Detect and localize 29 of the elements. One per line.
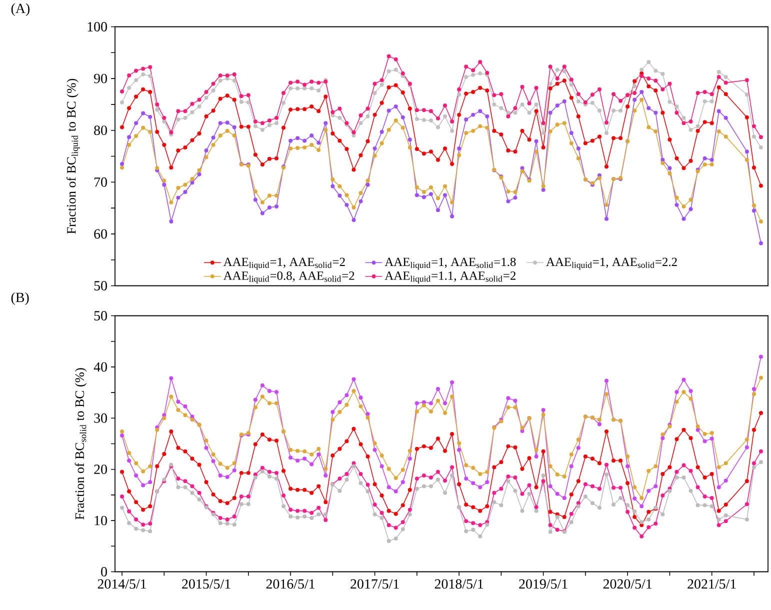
legend-label: AAE$_{liquid}$=0.8, AAE$_{solid}$=2 bbox=[223, 272, 354, 284]
y-axis-title: Fraction of BC$_{solid}$ to BC (%) bbox=[74, 368, 87, 520]
x-tick-label: 2018/5/1 bbox=[434, 579, 484, 589]
y-tick-label: 70 bbox=[94, 178, 107, 187]
x-tick-label: 2017/5/1 bbox=[350, 579, 399, 589]
legend-label: AAE$_{liquid}$=1, AAE$_{solid}$=2.2 bbox=[546, 258, 677, 270]
y-tick-label: 80 bbox=[94, 126, 107, 136]
legend-label: AAE$_{liquid}$=1, AAE$_{solid}$=2 bbox=[223, 258, 345, 270]
y-tick-label: 20 bbox=[94, 464, 107, 474]
x-tick-label: 2016/5/1 bbox=[266, 579, 315, 589]
x-tick-label: 2020/5/1 bbox=[603, 579, 652, 589]
y-tick-label: 50 bbox=[94, 281, 107, 291]
chart-title: (B) bbox=[11, 292, 29, 306]
legend-label: AAE$_{liquid}$=1.1, AAE$_{solid}$=2 bbox=[384, 272, 516, 284]
x-tick-label: 2021/5/1 bbox=[688, 579, 736, 589]
y-tick-label: 0 bbox=[101, 567, 107, 577]
y-tick-label: 30 bbox=[94, 414, 107, 423]
y-tick-label: 60 bbox=[94, 229, 107, 239]
chart-title: (A) bbox=[11, 3, 30, 16]
y-tick-label: 100 bbox=[88, 22, 107, 32]
x-tick-label: 2015/5/1 bbox=[182, 579, 230, 589]
y-tick-label: 50 bbox=[94, 311, 107, 321]
x-tick-label: 2019/5/1 bbox=[519, 579, 568, 589]
x-tick-label: 2014/5/1 bbox=[98, 579, 146, 589]
y-tick-label: 40 bbox=[94, 362, 107, 372]
y-tick-label: 10 bbox=[94, 516, 107, 526]
y-tick-label: 90 bbox=[94, 74, 107, 84]
y-axis-title: Fraction of BC$_{liquid}$ to BC (%) bbox=[66, 79, 80, 234]
legend-label: AAE$_{liquid}$=1, AAE$_{solid}$=1.8 bbox=[384, 258, 516, 270]
